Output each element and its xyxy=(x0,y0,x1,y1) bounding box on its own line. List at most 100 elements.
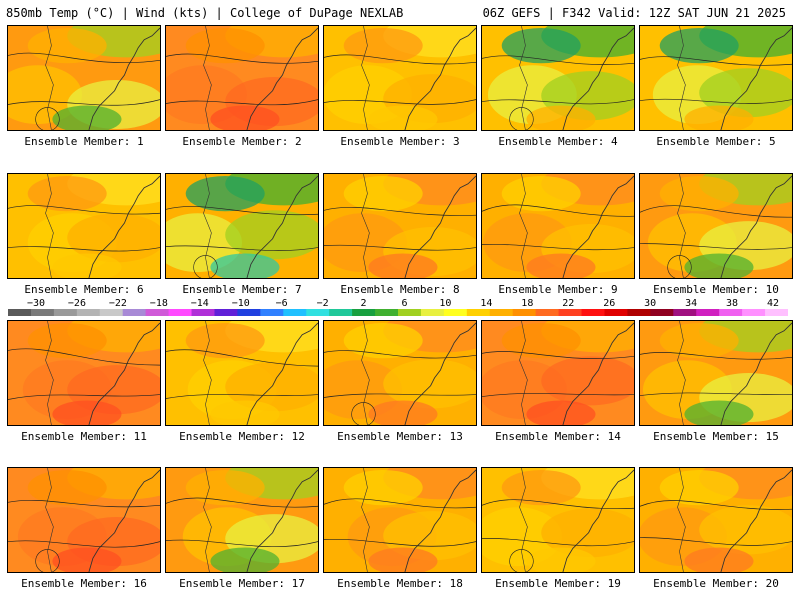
ensemble-member-map[interactable] xyxy=(7,173,161,279)
temperature-field xyxy=(324,26,476,130)
colorbar-segment xyxy=(581,309,605,316)
chart-title: 850mb Temp (°C) | Wind (kts) | College o… xyxy=(6,6,404,20)
colorbar-segment xyxy=(535,309,560,316)
temperature-field xyxy=(640,174,792,278)
ensemble-member-label: Ensemble Member: 20 xyxy=(653,577,779,590)
ensemble-member-map[interactable] xyxy=(639,467,793,573)
colorbar-segment xyxy=(260,309,284,316)
colorbar-segment xyxy=(627,309,651,316)
colorbar-segment xyxy=(650,309,674,316)
temperature-field xyxy=(482,468,634,572)
ensemble-member-label: Ensemble Member: 16 xyxy=(21,577,147,590)
ensemble-member-label: Ensemble Member: 11 xyxy=(21,430,147,443)
ensemble-member-map[interactable] xyxy=(323,320,477,426)
ensemble-member-map[interactable] xyxy=(323,467,477,573)
ensemble-member-label: Ensemble Member: 3 xyxy=(340,135,460,148)
colorbar-tick-label: −30 xyxy=(26,298,46,309)
colorbar-tick-label: 14 xyxy=(480,298,493,309)
colorbar-tick-label: −14 xyxy=(190,298,209,309)
ensemble-member-map[interactable] xyxy=(481,173,635,279)
ensemble-member-map[interactable] xyxy=(165,320,319,426)
ensemble-member-map[interactable] xyxy=(7,25,161,131)
colorbar-tick-label: 26 xyxy=(603,298,616,309)
colorbar-segment xyxy=(420,309,445,316)
ensemble-member-map[interactable] xyxy=(165,467,319,573)
ensemble-member-label: Ensemble Member: 18 xyxy=(337,577,463,590)
colorbar-tick-label: 30 xyxy=(644,298,657,309)
ensemble-member-map[interactable] xyxy=(323,25,477,131)
temperature-field xyxy=(324,468,476,572)
ensemble-member-map[interactable] xyxy=(481,320,635,426)
ensemble-member-label: Ensemble Member: 12 xyxy=(179,430,305,443)
colorbar-segment xyxy=(489,309,514,316)
colorbar-segment xyxy=(466,309,491,316)
colorbar-segment xyxy=(443,309,468,316)
ensemble-member-label: Ensemble Member: 7 xyxy=(182,283,302,296)
colorbar-segment xyxy=(306,309,330,316)
colorbar-strip xyxy=(8,309,788,316)
ensemble-member-map[interactable] xyxy=(323,173,477,279)
ensemble-member-map[interactable] xyxy=(481,467,635,573)
colorbar-segment xyxy=(8,309,32,316)
ensemble-member-map[interactable] xyxy=(639,320,793,426)
ensemble-member-label: Ensemble Member: 1 xyxy=(24,135,144,148)
ensemble-member-map[interactable] xyxy=(639,173,793,279)
colorbar-tick-label: 38 xyxy=(726,298,739,309)
temperature-field xyxy=(640,26,792,130)
temperature-field xyxy=(8,174,160,278)
ensemble-member-label: Ensemble Member: 2 xyxy=(182,135,302,148)
ensemble-member-label: Ensemble Member: 19 xyxy=(495,577,621,590)
colorbar-segment xyxy=(214,309,238,316)
temperature-field xyxy=(482,26,634,130)
colorbar-tick-label: −26 xyxy=(67,298,86,309)
ensemble-member-label: Ensemble Member: 13 xyxy=(337,430,463,443)
ensemble-member-label: Ensemble Member: 9 xyxy=(498,283,618,296)
colorbar-segment xyxy=(30,309,55,316)
colorbar-segment xyxy=(329,309,353,316)
colorbar-segment xyxy=(604,309,628,316)
ensemble-member-map[interactable] xyxy=(639,25,793,131)
colorbar-tick-label: −6 xyxy=(275,298,288,309)
ensemble-member-label: Ensemble Member: 17 xyxy=(179,577,305,590)
ensemble-member-map[interactable] xyxy=(7,467,161,573)
colorbar-segment xyxy=(719,309,743,316)
colorbar-segment xyxy=(191,309,215,316)
colorbar-tick-label: −2 xyxy=(316,298,329,309)
ensemble-member-label: Ensemble Member: 4 xyxy=(498,135,618,148)
colorbar-segment xyxy=(145,309,170,316)
colorbar-tick-label: 22 xyxy=(562,298,575,309)
colorbar-segment xyxy=(76,309,101,316)
ensemble-member-map[interactable] xyxy=(7,320,161,426)
ensemble-member-label: Ensemble Member: 10 xyxy=(653,283,779,296)
temperature-colorbar: −30 −26 −22 −18 −14 −10 −6 −2 2 6 10 14 18 22 26 30 34 38… xyxy=(8,298,788,318)
colorbar-segment xyxy=(512,309,537,316)
colorbar-tick-label: −10 xyxy=(231,298,250,309)
colorbar-segment xyxy=(398,309,422,316)
ensemble-member-map[interactable] xyxy=(481,25,635,131)
colorbar-segment xyxy=(237,309,261,316)
colorbar-segment xyxy=(765,309,788,316)
colorbar-segment xyxy=(742,309,766,316)
colorbar-segment xyxy=(696,309,720,316)
colorbar-segment xyxy=(53,309,78,316)
colorbar-tick-label: −22 xyxy=(108,298,127,309)
colorbar-segment xyxy=(673,309,697,316)
colorbar-tick-label: 2 xyxy=(360,298,367,309)
ensemble-member-label: Ensemble Member: 6 xyxy=(24,283,144,296)
colorbar-segment xyxy=(375,309,399,316)
valid-time-title: 06Z GEFS | F342 Valid: 12Z SAT JUN 21 20… xyxy=(482,6,786,20)
temperature-field xyxy=(482,174,634,278)
colorbar-segment xyxy=(168,309,193,316)
colorbar-segment xyxy=(352,309,376,316)
ensemble-member-map[interactable] xyxy=(165,25,319,131)
temperature-field xyxy=(166,468,318,572)
temperature-field xyxy=(324,174,476,278)
temperature-field xyxy=(640,321,792,425)
colorbar-tick-label: 34 xyxy=(685,298,698,309)
temperature-field xyxy=(8,468,160,572)
colorbar-segment xyxy=(99,309,124,316)
temperature-field xyxy=(640,468,792,572)
colorbar-segment xyxy=(283,309,307,316)
temperature-field xyxy=(8,26,160,130)
ensemble-member-map[interactable] xyxy=(165,173,319,279)
